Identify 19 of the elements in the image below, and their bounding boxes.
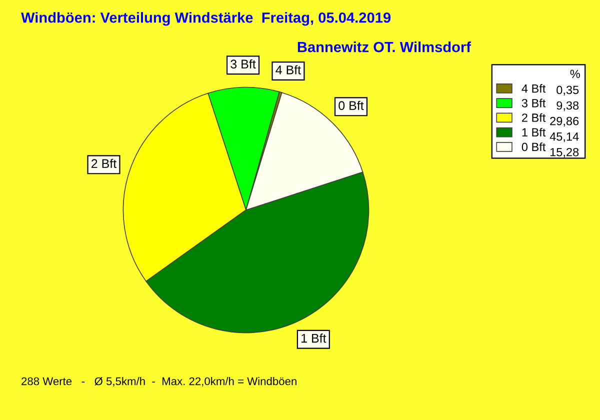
data-label: 29,86 [550,116,579,127]
slice-label: 2 Bft [92,158,117,168]
legend-label: 3 Bft [522,98,546,108]
legend-label: 0 Bft [522,142,546,152]
legend-title: % [570,70,580,78]
text: 288 Werte - Ø 5,5km/h - Max. 22,0km/h = Windböen [22,377,296,386]
data-label: 9,38 [556,101,579,112]
legend-label: 2 Bft [522,113,546,122]
legend-label: 4 Bft [522,84,546,93]
data-label: 15,28 [550,148,579,158]
chart-subtitle: Bannewitz OT. Wilmsdorf [298,42,472,52]
legend-label: 1 Bft [522,128,546,137]
slice-label: 0 Bft [338,100,364,110]
chart-title: Windböen: Verteilung Windstärke Freitag, 05.04.2019 [21,12,391,26]
data-label: 0,35 [556,86,579,96]
data-label: 45,14 [550,132,579,142]
slice-label: 3 Bft [230,59,256,69]
slice-label: 1 Bft [302,334,326,343]
slice-label: 4 Bft [276,65,301,74]
